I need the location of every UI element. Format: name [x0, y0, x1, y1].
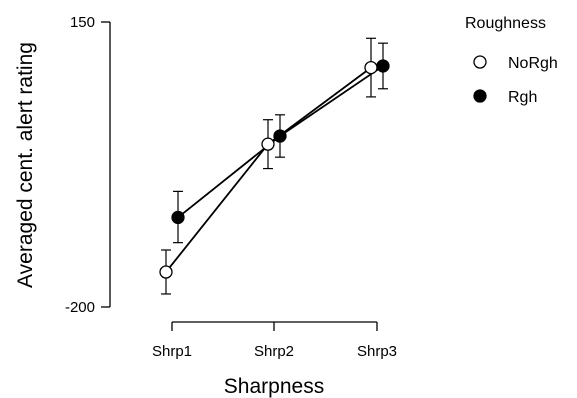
- y-axis-title: Averaged cent. alert rating: [14, 42, 37, 288]
- series-line-norgh: [165, 66, 372, 273]
- data-point-norgh-shrp1: [159, 265, 173, 279]
- legend-marker-rgh: [473, 89, 487, 103]
- legend-title: Roughness: [465, 15, 546, 32]
- data-point-norgh-shrp2: [261, 137, 275, 151]
- y-tick-label-top: 150: [70, 14, 95, 31]
- data-point-rgh-shrp3: [376, 59, 390, 73]
- data-point-rgh-shrp1: [171, 210, 185, 225]
- data-point-rgh-shrp2: [273, 129, 287, 143]
- plot-area: [159, 37, 390, 295]
- legend-marker-norgh: [473, 55, 487, 69]
- x-axis-title: Sharpness: [224, 375, 324, 398]
- y-tick-label-bottom: -200: [65, 299, 95, 316]
- legend: Roughness NoRgh Rgh: [465, 15, 558, 106]
- x-tick-label-shrp1: Shrp1: [152, 343, 192, 360]
- x-tick-label-shrp3: Shrp3: [357, 343, 397, 360]
- data-point-norgh-shrp3: [364, 60, 378, 75]
- x-axis: Shrp1 Shrp2 Shrp3 Sharpness: [152, 321, 397, 398]
- legend-label-norgh: NoRgh: [508, 55, 558, 72]
- x-tick-label-shrp2: Shrp2: [254, 343, 294, 360]
- y-axis: 150 -200 Averaged cent. alert rating: [14, 14, 111, 316]
- legend-label-rgh: Rgh: [508, 89, 537, 106]
